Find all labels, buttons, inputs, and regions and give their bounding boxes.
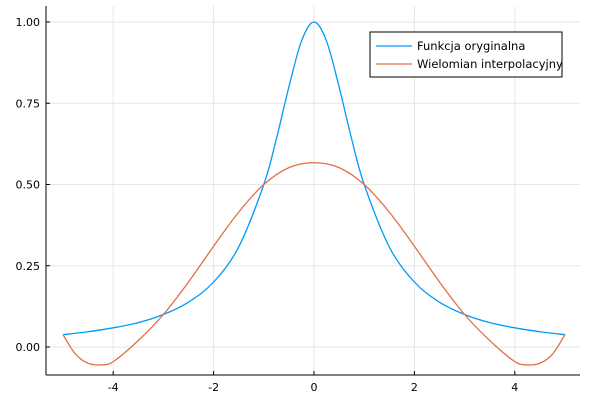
grid-lines: [46, 6, 580, 375]
legend-label-0: Funkcja oryginalna: [417, 39, 525, 53]
y-tick-label: 0.25: [16, 260, 41, 273]
y-tick-label: 0.75: [16, 97, 41, 110]
y-tick-label: 0.00: [16, 341, 41, 354]
series-line-1: [62, 162, 566, 366]
x-tick-label: -4: [108, 381, 119, 394]
tick-labels: -4 -2 0 2 4 0.00 0.25 0.50 0.75 1.00: [16, 16, 519, 394]
x-tick-label: 0: [311, 381, 318, 394]
x-tick-label: 4: [511, 381, 518, 394]
x-tick-label: -2: [208, 381, 219, 394]
y-tick-label: 1.00: [16, 16, 41, 29]
y-tick-label: 0.50: [16, 179, 41, 192]
series-lines: [62, 21, 566, 366]
legend-box: [369, 31, 563, 78]
axes: [45, 6, 580, 376]
legend-label-1: Wielomian interpolacyjny: [417, 57, 563, 71]
x-tick-label: 2: [411, 381, 418, 394]
legend: Funkcja oryginalna Wielomian interpolacy…: [369, 31, 563, 78]
